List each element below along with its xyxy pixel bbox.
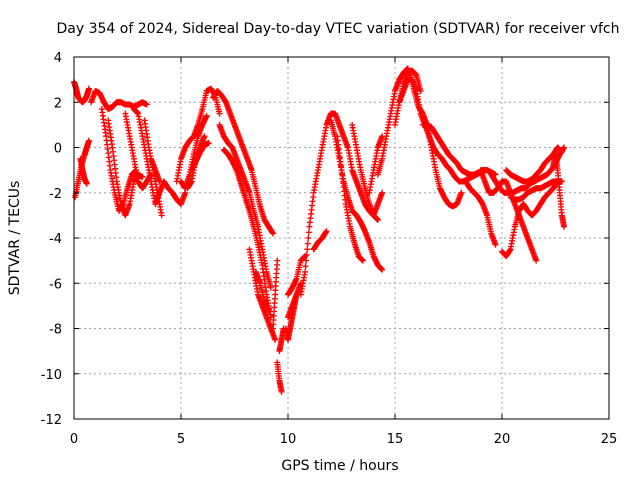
x-tick-label: 0 xyxy=(70,432,78,447)
data-point xyxy=(83,180,90,187)
series-arc-28 xyxy=(327,117,386,273)
data-point xyxy=(561,223,568,230)
x-tick-label: 20 xyxy=(494,432,511,447)
y-axis-label: SDTVAR / TECUs xyxy=(7,181,23,296)
data-point xyxy=(302,268,309,275)
series-arc-33 xyxy=(374,65,411,178)
data-point xyxy=(267,284,274,291)
data-point xyxy=(323,228,330,235)
data-point xyxy=(143,101,150,108)
y-tick-label: -8 xyxy=(49,323,62,338)
y-tick-labels: -12 -10 -8 -6 -4 -2 0 2 4 xyxy=(41,51,62,428)
x-tick-labels: 0 5 10 15 20 25 xyxy=(70,432,617,447)
y-tick-label: 4 xyxy=(54,51,62,66)
series-arc-20 xyxy=(270,257,281,332)
series-arc-26 xyxy=(297,110,351,298)
data-point xyxy=(270,230,277,237)
data-point xyxy=(139,173,146,180)
data-point xyxy=(458,189,465,196)
data-point xyxy=(558,149,565,156)
x-axis-label: GPS time / hours xyxy=(281,458,398,474)
data-point xyxy=(305,229,312,236)
series-arc-03 xyxy=(77,155,90,187)
data-point xyxy=(216,110,223,117)
data-point xyxy=(205,139,212,146)
y-tick-label: -12 xyxy=(41,413,62,428)
series-arc-06 xyxy=(105,117,146,219)
series-arc-15 xyxy=(210,87,277,237)
x-tick-label: 10 xyxy=(280,432,297,447)
data-point xyxy=(303,251,310,258)
data-point xyxy=(274,257,281,264)
y-tick-label: 0 xyxy=(54,142,62,157)
series-arc-31 xyxy=(349,121,386,219)
data-point xyxy=(304,246,311,253)
series-arc-14 xyxy=(188,139,212,174)
data-point xyxy=(533,257,540,264)
data-point xyxy=(278,388,285,395)
gridlines xyxy=(74,57,609,419)
series-arc-46 xyxy=(550,151,568,230)
series-arc-04 xyxy=(88,87,150,113)
data-point xyxy=(304,240,311,247)
series-arc-41 xyxy=(488,144,568,196)
chart-title: Day 354 of 2024, Sidereal Day-to-day VTE… xyxy=(56,21,619,37)
series-arc-19 xyxy=(252,268,272,314)
x-tick-label: 15 xyxy=(387,432,404,447)
data-point xyxy=(561,144,568,151)
data-point xyxy=(158,212,165,219)
series-arc-43 xyxy=(507,178,565,203)
series-arc-34 xyxy=(392,67,424,128)
series-arc-01 xyxy=(71,78,92,106)
data-points xyxy=(71,65,568,395)
y-tick-label: -6 xyxy=(49,277,62,292)
y-tick-label: -4 xyxy=(49,232,62,247)
series-arc-09 xyxy=(141,117,165,219)
series-arc-17 xyxy=(220,146,274,321)
axis-ticks xyxy=(73,56,610,420)
data-point xyxy=(359,257,366,264)
series-arc-10 xyxy=(148,155,163,185)
data-point xyxy=(303,257,310,264)
y-tick-label: 2 xyxy=(54,96,62,111)
data-point xyxy=(379,189,386,196)
x-tick-label: 25 xyxy=(601,432,618,447)
data-point xyxy=(265,307,272,314)
x-tick-label: 5 xyxy=(177,432,185,447)
series-arc-27 xyxy=(310,228,330,253)
data-point xyxy=(272,336,279,343)
y-tick-label: -10 xyxy=(41,368,62,383)
data-point xyxy=(374,216,381,223)
series-arc-42 xyxy=(499,201,527,260)
series-arc-29 xyxy=(334,133,366,264)
series-arc-39 xyxy=(462,178,499,248)
series-arc-21 xyxy=(274,359,285,395)
series-arc-02 xyxy=(72,137,92,201)
series-arc-18 xyxy=(246,246,279,343)
data-point xyxy=(85,85,92,92)
data-point xyxy=(492,241,499,248)
series-arc-45 xyxy=(520,178,561,219)
y-tick-label: -2 xyxy=(49,187,62,202)
data-point xyxy=(203,112,210,119)
data-point xyxy=(302,263,309,270)
series-arc-32 xyxy=(366,133,386,196)
series-arc-22 xyxy=(276,325,287,355)
data-point xyxy=(201,133,208,140)
data-point xyxy=(156,178,163,185)
series-arc-30 xyxy=(344,144,381,223)
data-point xyxy=(85,137,92,144)
data-point xyxy=(305,235,312,241)
data-point xyxy=(379,266,386,273)
